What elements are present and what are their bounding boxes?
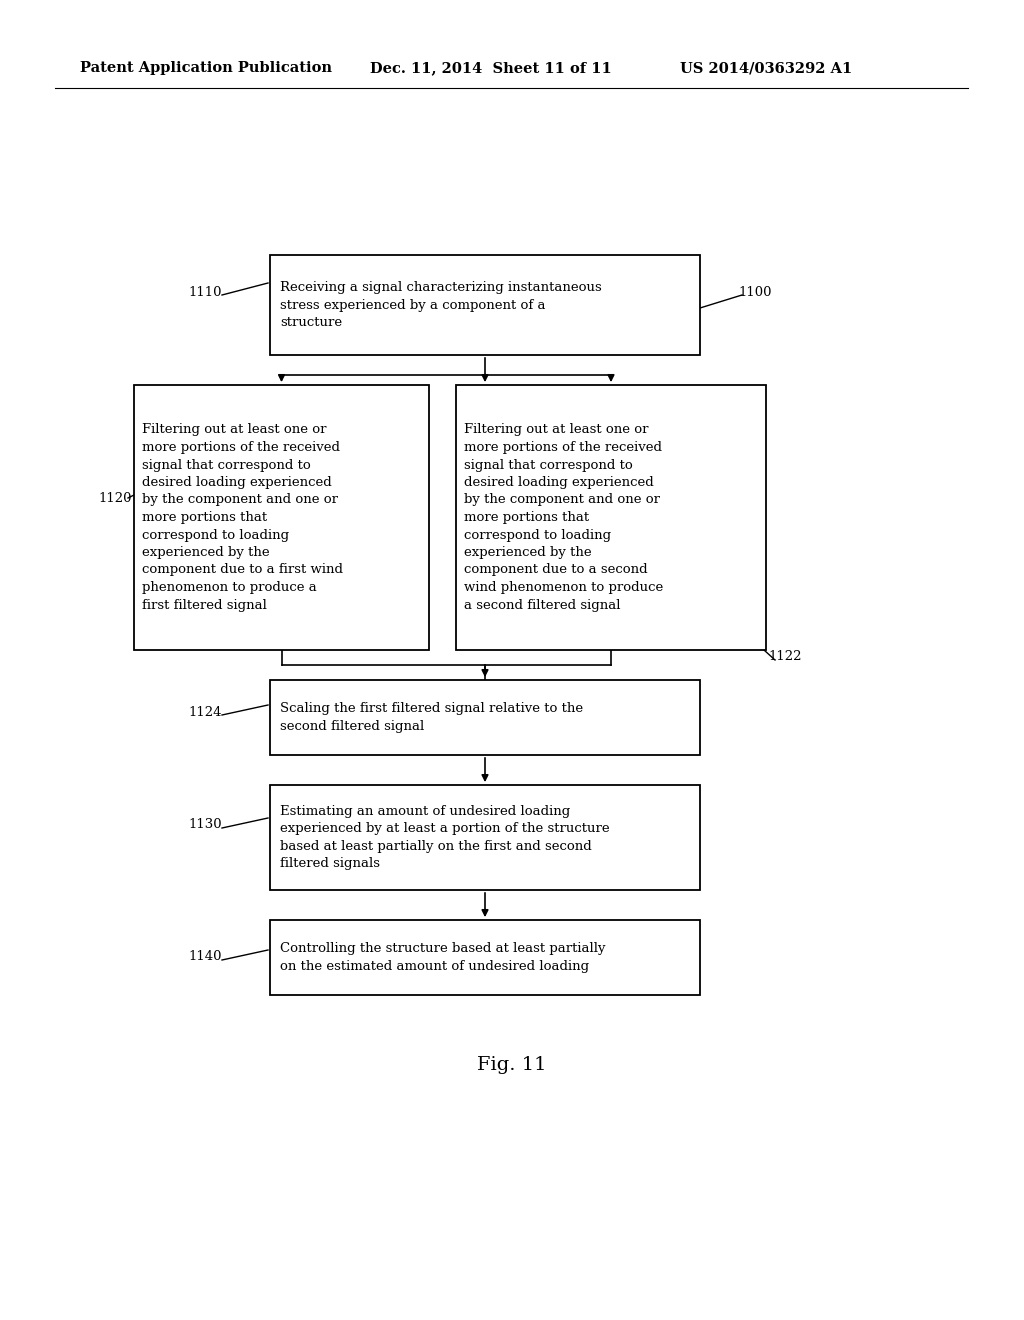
- Text: 1140: 1140: [188, 950, 222, 964]
- Text: 1122: 1122: [768, 651, 802, 664]
- Text: Filtering out at least one or
more portions of the received
signal that correspo: Filtering out at least one or more porti…: [464, 424, 664, 611]
- Text: Receiving a signal characterizing instantaneous
stress experienced by a componen: Receiving a signal characterizing instan…: [280, 281, 602, 329]
- Bar: [456, 385, 766, 649]
- Text: Controlling the structure based at least partially
on the estimated amount of un: Controlling the structure based at least…: [280, 942, 605, 973]
- Text: 1110: 1110: [188, 285, 222, 298]
- Bar: [270, 785, 700, 890]
- Text: Patent Application Publication: Patent Application Publication: [80, 61, 332, 75]
- Text: 1100: 1100: [738, 285, 772, 298]
- Text: Fig. 11: Fig. 11: [477, 1056, 547, 1074]
- Text: Estimating an amount of undesired loading
experienced by at least a portion of t: Estimating an amount of undesired loadin…: [280, 805, 609, 870]
- Bar: [270, 680, 700, 755]
- Text: Dec. 11, 2014  Sheet 11 of 11: Dec. 11, 2014 Sheet 11 of 11: [370, 61, 611, 75]
- Text: Scaling the first filtered signal relative to the
second filtered signal: Scaling the first filtered signal relati…: [280, 702, 583, 733]
- Bar: [270, 255, 700, 355]
- Text: Filtering out at least one or
more portions of the received
signal that correspo: Filtering out at least one or more porti…: [142, 424, 343, 611]
- Text: 1124: 1124: [188, 705, 222, 718]
- Text: US 2014/0363292 A1: US 2014/0363292 A1: [680, 61, 852, 75]
- Text: 1130: 1130: [188, 818, 222, 832]
- Bar: [134, 385, 429, 649]
- Text: 1120: 1120: [98, 491, 132, 504]
- Bar: [270, 920, 700, 995]
